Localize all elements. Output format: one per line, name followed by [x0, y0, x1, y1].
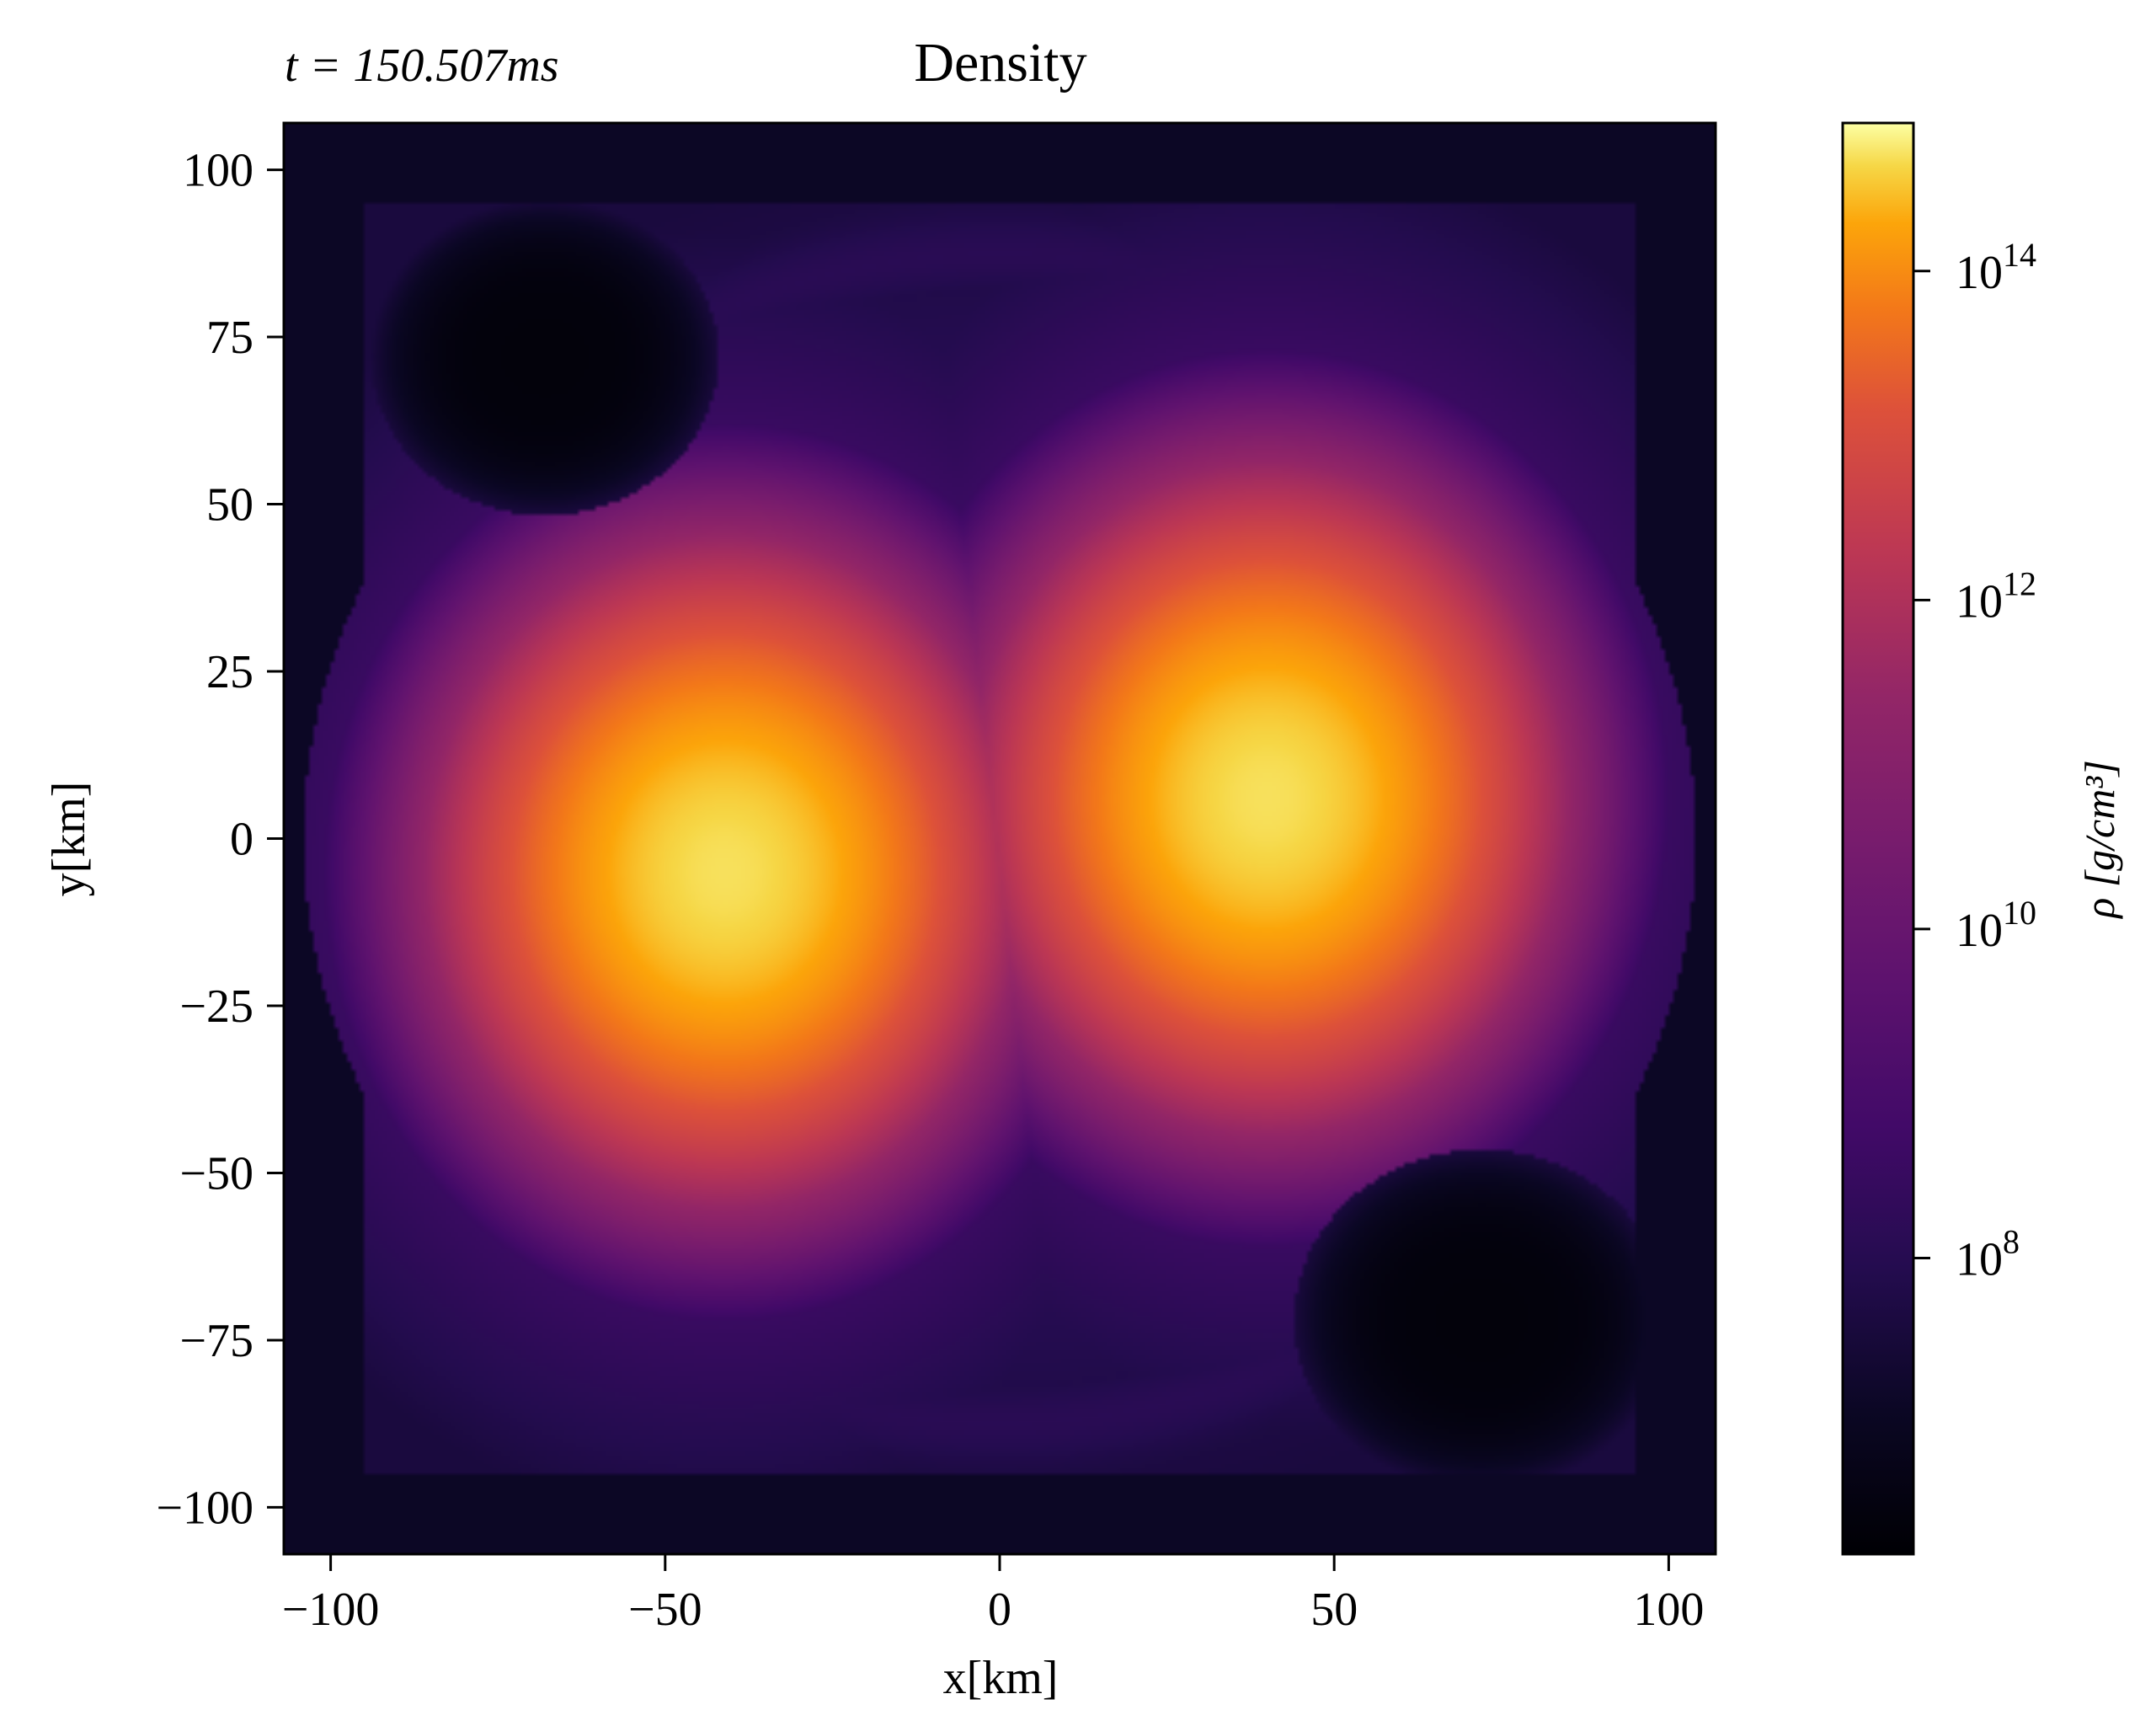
y-tick-label: −75	[179, 1315, 253, 1367]
y-tick-label: 25	[206, 646, 253, 698]
colorbar: 108 1010 1012 1014 ρ [g/cm³]	[1841, 121, 2123, 1556]
y-tick-label: −100	[156, 1482, 253, 1534]
colorbar-ticks: 108 1010 1012 1014	[1913, 236, 2036, 1285]
x-tick-label: 0	[988, 1584, 1011, 1636]
colorbar-tick-label: 1012	[1956, 564, 2036, 628]
colorbar-tick-label: 1010	[1956, 894, 2036, 957]
y-tick-label: 100	[183, 145, 253, 197]
y-tick-label: 0	[230, 814, 253, 866]
y-axis-label: y[km]	[43, 782, 95, 897]
colorbar-tick-label: 108	[1956, 1222, 2020, 1285]
y-tick-label: −25	[179, 981, 253, 1033]
y-tick-label: 50	[206, 479, 253, 532]
y-tick-label: 75	[206, 312, 253, 364]
colorbar-gradient	[1841, 121, 1915, 1556]
colorbar-label: ρ [g/cm³]	[2076, 760, 2123, 920]
x-tick-label: −50	[628, 1584, 702, 1636]
x-tick-label: 100	[1633, 1584, 1704, 1636]
x-axis-ticks: −100 −50 0 50 100	[282, 1554, 1704, 1636]
plot-area	[282, 121, 1717, 1556]
density-heatmap	[284, 123, 1716, 1554]
colorbar-tick-label: 1014	[1956, 236, 2036, 299]
x-tick-label: 50	[1310, 1584, 1358, 1636]
x-axis-label: x[km]	[943, 1652, 1059, 1704]
time-label: t = 150.507ms	[285, 40, 559, 92]
y-axis-ticks: 100 75 50 25 0 −25 −50 −75 −100	[156, 145, 284, 1534]
y-tick-label: −50	[179, 1147, 253, 1200]
x-tick-label: −100	[282, 1584, 380, 1636]
chart-title: Density	[914, 32, 1086, 94]
